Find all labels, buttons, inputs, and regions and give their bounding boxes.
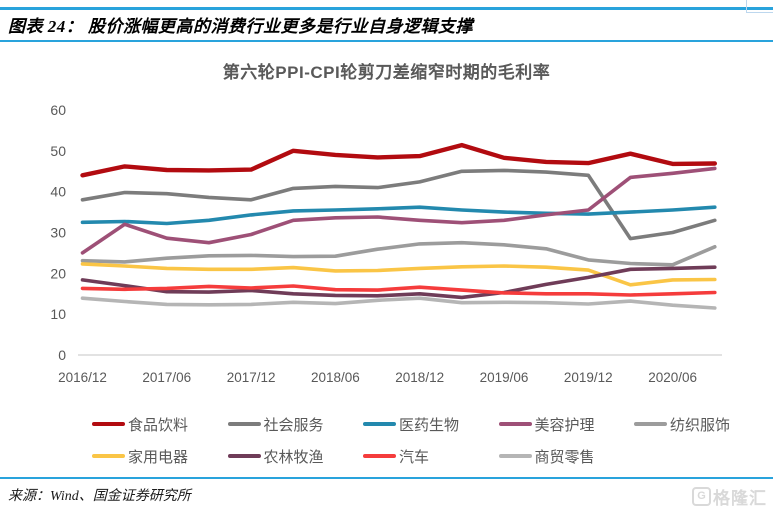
gelonghui-watermark: G 格隆汇 [692,484,767,509]
x-axis-tick-label: 2020/06 [648,370,697,385]
page-corner-border [746,0,773,13]
y-axis-tick-label: 50 [50,143,66,159]
legend-item-家用电器: 家用电器 [92,446,188,466]
x-axis-tick-label: 2017/12 [227,370,276,385]
legend-swatch [92,453,125,459]
legend-label: 食品饮料 [128,416,189,434]
series-line-医药生物 [80,205,717,226]
series-line-纺织服饰 [80,240,717,267]
caption-divider-line [0,40,773,42]
y-axis-tick-label: 30 [50,225,66,241]
gelonghui-logo-icon: G [692,487,711,506]
legend-label: 纺织服饰 [670,416,731,434]
legend-item-农林牧渔: 农林牧渔 [227,446,324,466]
x-axis-tick-label: 2019/06 [480,370,529,385]
legend-label: 医药生物 [399,416,460,434]
x-axis-tick-label: 2017/06 [142,370,191,385]
legend-label: 美容护理 [534,416,595,434]
gelonghui-logo-text: 格隆汇 [713,489,767,508]
legend-label: 家用电器 [128,448,189,466]
legend-label: 社会服务 [263,416,324,434]
legend-item-汽车: 汽车 [363,446,429,466]
series-line-家用电器 [80,262,717,287]
legend-swatch [363,421,396,427]
legend-label: 汽车 [399,448,430,466]
legend-item-纺织服饰: 纺织服饰 [634,414,730,434]
legend-swatch [363,453,396,459]
x-axis-tick-label: 2019/12 [564,370,613,385]
line-chart-plot-area: 0 10 20 30 40 50 60 2016/12 2017/06 2017/12 2018/0… [50,102,722,385]
series-line-社会服务 [80,168,717,241]
y-axis-tick-label: 40 [50,184,66,200]
legend-label: 农林牧渔 [263,448,324,466]
y-axis-tick-label: 0 [58,347,66,363]
legend-item-食品饮料: 食品饮料 [92,414,188,434]
legend-item-社会服务: 社会服务 [227,414,324,434]
legend-item-商贸零售: 商贸零售 [498,446,595,466]
top-divider-line [0,7,773,10]
legend-swatch [634,421,667,427]
legend-swatch [498,421,532,427]
series-line-农林牧渔 [80,265,717,300]
legend-item-医药生物: 医药生物 [363,414,459,434]
series-line-食品饮料 [80,142,717,178]
footer-divider-line [0,477,773,479]
source-note: 来源：Wind、国金证券研究所 [8,489,191,504]
series-line-美容护理 [80,166,717,255]
series-line-汽车 [80,284,717,297]
x-axis-tick-label: 2018/06 [311,370,360,385]
legend-label: 商贸零售 [534,448,595,466]
legend-swatch [227,421,261,427]
legend-swatch [92,421,125,427]
legend-swatch [498,453,532,459]
y-axis-tick-label: 60 [50,102,66,118]
x-axis-tick-label: 2018/12 [395,370,444,385]
x-axis-tick-label: 2016/12 [58,370,107,385]
series-line-商贸零售 [80,296,717,310]
chart-title: 第六轮PPI-CPI轮剪刀差缩窄时期的毛利率 [222,63,551,82]
y-axis-tick-label: 10 [50,306,66,322]
legend-swatch [227,453,261,459]
legend-item-美容护理: 美容护理 [498,414,595,434]
figure-caption: 图表 24： 股价涨幅更高的消费行业更多是行业自身逻辑支撑 [8,17,473,36]
y-axis-tick-label: 20 [50,265,66,281]
